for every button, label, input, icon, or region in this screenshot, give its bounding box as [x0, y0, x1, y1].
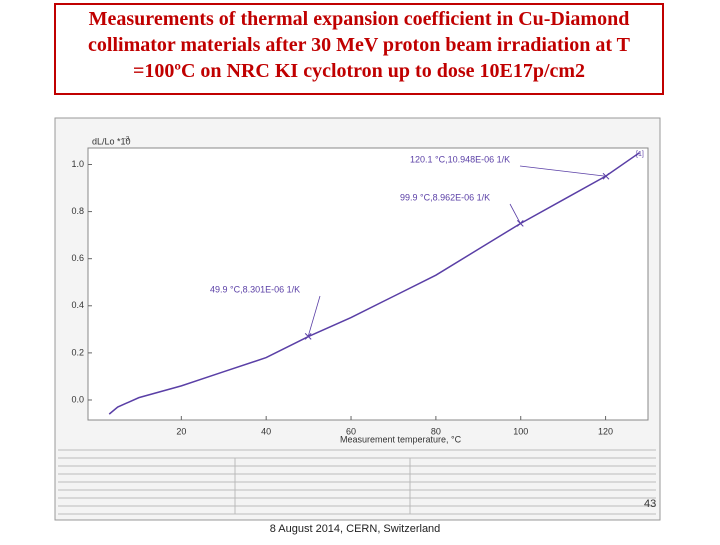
y-tick-label: 0.2 — [71, 347, 84, 357]
footer: 8 August 2014, CERN, Switzerland — [270, 523, 441, 535]
y-tick-label: 0.8 — [71, 206, 84, 216]
title-holder: Measurements of thermal expansion coeffi… — [88, 8, 630, 82]
x-tick-label: 120 — [598, 426, 613, 436]
curve-label: [1] — [636, 151, 644, 158]
x-tick-label: 60 — [346, 426, 356, 436]
page-number: 43 — [644, 498, 656, 510]
annotation-marker — [602, 172, 610, 180]
annotation-text: 49.9 °C,8.301E-06 1/K — [210, 284, 300, 294]
annotation-marker — [304, 333, 312, 340]
annotation-text: 120.1 °C,10.948E-06 1/K — [410, 154, 510, 164]
title-box — [54, 3, 664, 95]
annotation-leader — [307, 295, 321, 337]
plot-area — [87, 147, 649, 421]
x-axis-label: Measurement temperature, °C — [340, 434, 462, 444]
x-tick-label: 80 — [431, 426, 441, 436]
y-tick-label: 0.4 — [71, 300, 84, 310]
x-tick-label: 40 — [261, 426, 271, 436]
chart-title: Measurements of thermal expansion coeffi… — [88, 8, 630, 82]
y-tick-label: 1.0 — [71, 159, 84, 169]
annotation-leader — [519, 165, 607, 177]
y-tick-label: 0.0 — [71, 394, 84, 404]
x-tick-label: 100 — [513, 426, 528, 436]
y-axis-exponent: -3 — [124, 137, 130, 143]
y-axis-label: dL/Lo *10 — [92, 136, 131, 146]
annotation-text: 99.9 °C,8.962E-06 1/K — [400, 192, 490, 202]
annotation-marker — [516, 220, 524, 227]
data-line — [108, 152, 640, 415]
info-table — [58, 449, 656, 515]
annotation-leader — [509, 203, 521, 224]
x-tick-label: 20 — [176, 426, 186, 436]
y-tick-label: 0.6 — [71, 253, 84, 263]
